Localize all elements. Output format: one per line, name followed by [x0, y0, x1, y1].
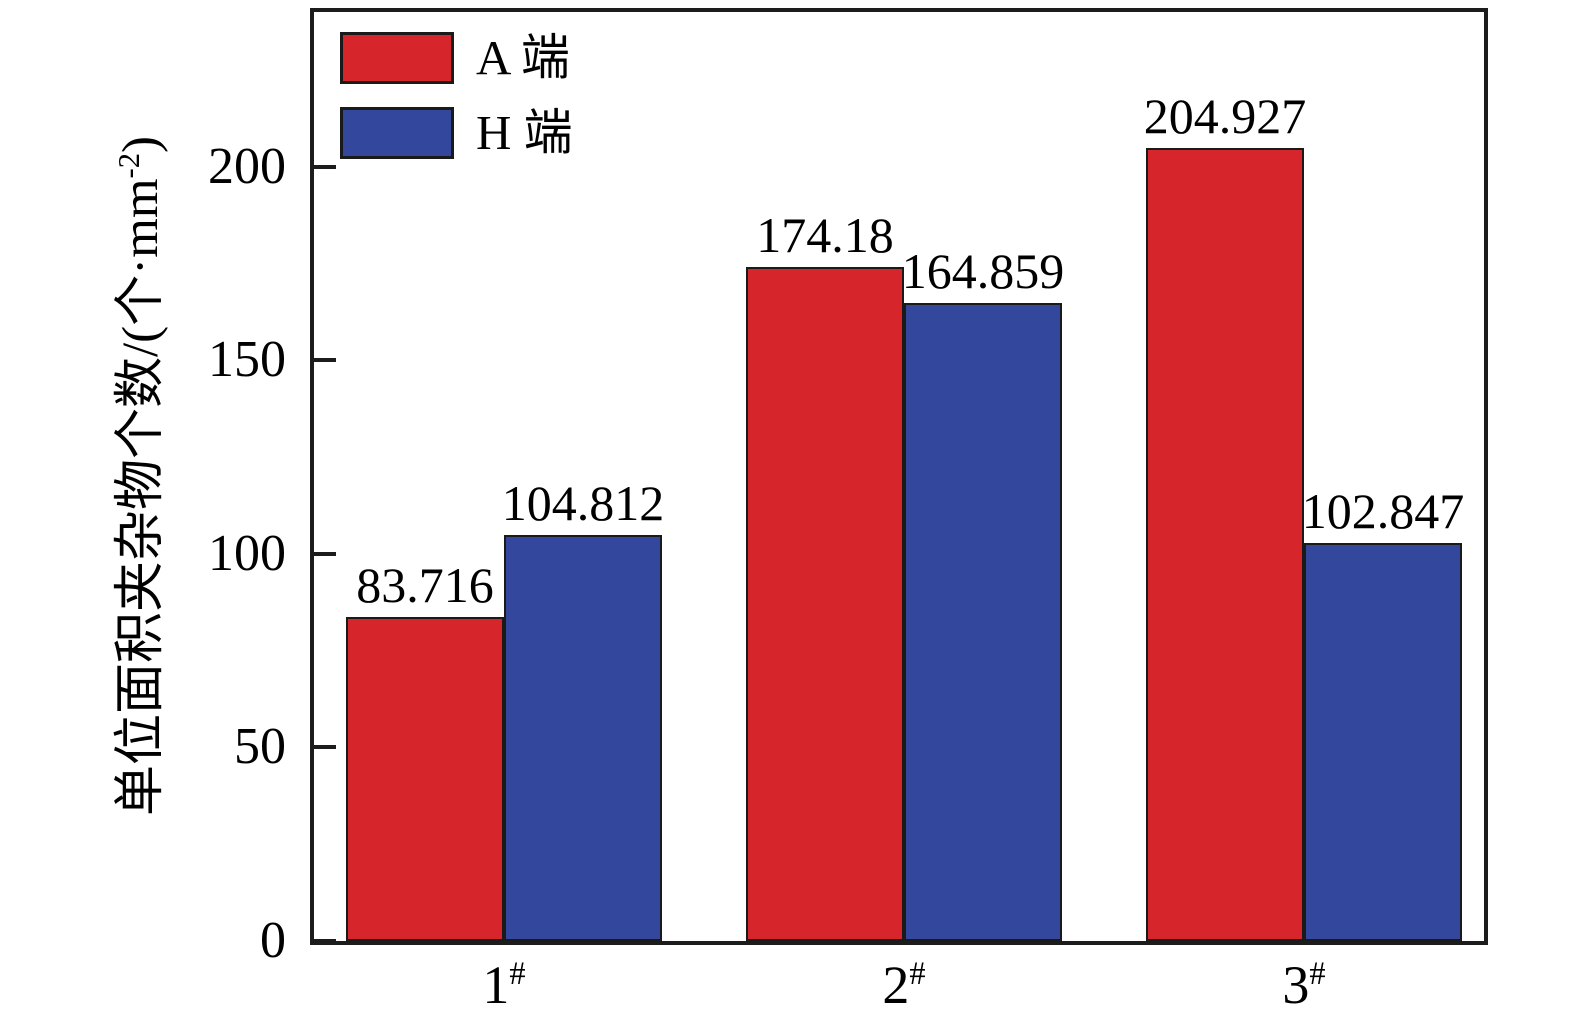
legend-swatch-a-icon [340, 32, 454, 84]
y-tick-mark-50 [314, 745, 336, 750]
y-tick-mark-200 [314, 164, 336, 169]
x-category-label-2: 2# [882, 955, 926, 1015]
legend-swatch-h-icon [340, 107, 454, 159]
legend: A 端 H 端 [340, 30, 573, 180]
y-tick-label-100: 100 [208, 524, 286, 582]
y-tick-label-0: 0 [260, 912, 286, 969]
y-tick-mark-100 [314, 551, 336, 556]
y-tick-label-150: 150 [208, 331, 286, 389]
legend-label-h: H 端 [476, 105, 573, 160]
legend-item-h: H 端 [340, 105, 573, 161]
value-label-a-1: 83.716 [356, 556, 494, 613]
legend-item-a: A 端 [340, 30, 573, 86]
value-label-h-3: 102.847 [1301, 482, 1465, 539]
value-label-a-3: 204.927 [1143, 87, 1307, 144]
bar-a-2 [746, 266, 904, 941]
y-axis-title: 单位面积夹杂物个数/(个·mm-2) [98, 136, 172, 816]
y-tick-mark-0 [314, 939, 336, 943]
x-category-label-1: 1# [482, 955, 526, 1015]
bar-a-3 [1146, 147, 1304, 941]
y-tick-label-50: 50 [234, 718, 286, 776]
bar-h-3 [1304, 542, 1462, 941]
value-label-a-2: 174.18 [756, 206, 894, 263]
value-label-h-1: 104.812 [501, 475, 665, 532]
bar-h-2 [904, 302, 1062, 941]
bar-a-1 [346, 616, 504, 941]
value-label-h-2: 164.859 [901, 242, 1065, 299]
legend-label-a: A 端 [476, 30, 570, 85]
y-tick-mark-150 [314, 358, 336, 363]
bar-h-1 [504, 535, 662, 941]
y-tick-label-200: 200 [208, 137, 286, 195]
plot-area: 83.716 104.812 174.18 164.859 204.927 102.847… [310, 8, 1488, 945]
x-category-label-3: 3# [1282, 955, 1326, 1015]
